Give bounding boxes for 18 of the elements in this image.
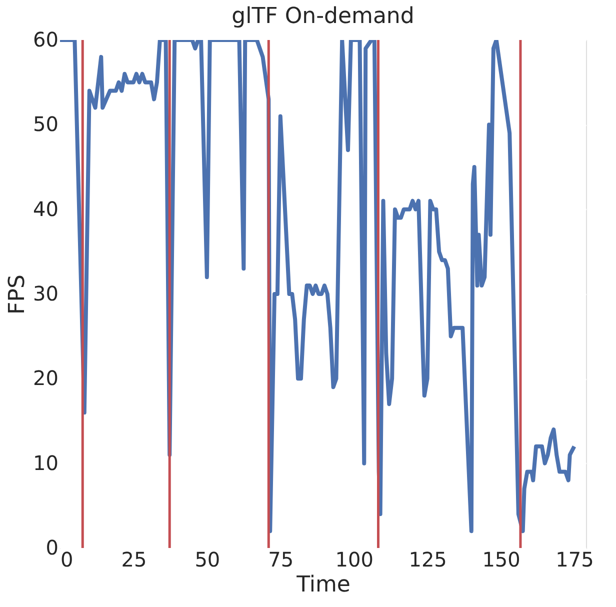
y-tick-label: 50 (33, 112, 58, 136)
x-tick-label: 0 (60, 548, 74, 572)
chart-title: glTF On-demand (232, 4, 414, 29)
x-tick-label: 100 (335, 548, 374, 572)
y-tick-label: 10 (33, 450, 58, 475)
x-axis-title: Time (296, 572, 350, 598)
x-tick-label: 150 (482, 548, 520, 572)
y-tick-label: 20 (33, 366, 58, 390)
x-tick-label: 125 (408, 548, 447, 572)
y-tick-label: 30 (33, 282, 58, 306)
line-series (60, 40, 576, 534)
x-tick-label: 50 (194, 548, 220, 572)
y-tick-label: 40 (33, 196, 58, 221)
x-tick-label: 25 (121, 548, 147, 572)
x-tick-label: 75 (268, 548, 294, 572)
y-axis-title: FPS (5, 274, 30, 314)
x-tick-label: 175 (556, 548, 594, 572)
y-tick-label: 60 (33, 28, 58, 52)
